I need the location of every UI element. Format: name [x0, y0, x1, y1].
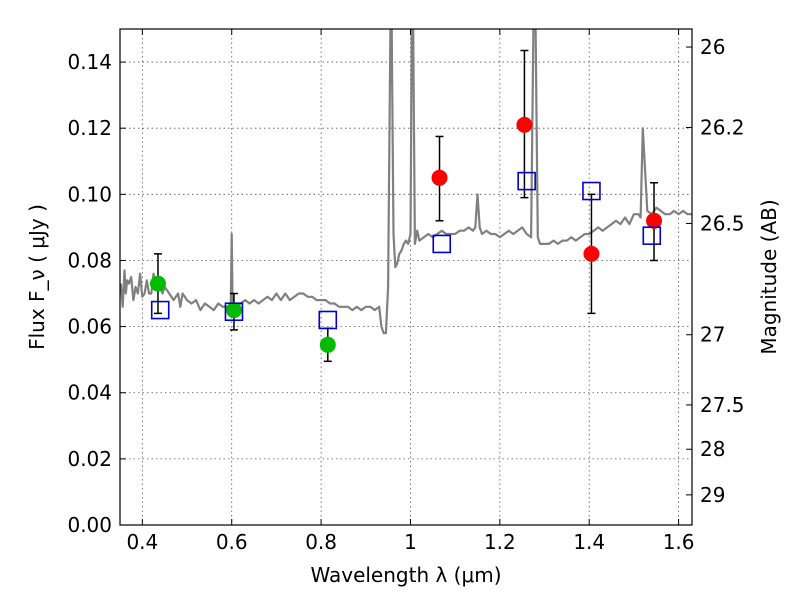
- data-point-square: [582, 181, 601, 201]
- x-axis: 0.4 0.6 0.8 1 1.2 1.4 1.6: [126, 29, 695, 554]
- y-tick-label: 0.08: [67, 248, 112, 272]
- data-point-square: [517, 171, 536, 191]
- data-point-square: [318, 310, 338, 330]
- y-axis-label: Flux F_ν ( μJy ): [25, 204, 49, 350]
- magnitude-axis: 26 26.2 26.5 27 27.5 28 29: [686, 35, 745, 507]
- y-tick-label: 0.14: [67, 50, 112, 74]
- data-point-circle: [319, 336, 336, 353]
- y-tick-label: 0.00: [67, 513, 112, 537]
- magnitude-tick-label: 29: [700, 483, 725, 507]
- data-point-circle: [225, 302, 242, 319]
- y-axis: 0.00 0.02 0.04 0.06 0.08 0.10 0.12 0.14: [67, 50, 126, 537]
- magnitude-tick-label: 28: [700, 437, 725, 461]
- y-tick-label: 0.06: [67, 315, 112, 339]
- x-tick-label: 0.6: [216, 530, 248, 554]
- magnitude-tick-label: 26.5: [700, 211, 745, 235]
- data-point-square: [224, 302, 244, 322]
- plot-frame: [119, 28, 693, 526]
- data-point-circle: [583, 245, 600, 262]
- magnitude-axis-label: Magnitude (AB): [757, 199, 781, 354]
- y-tick-label: 0.02: [67, 447, 112, 471]
- x-tick-label: 1: [404, 530, 417, 554]
- magnitude-tick-label: 26: [700, 35, 725, 59]
- data-point-square: [642, 226, 662, 245]
- magnitude-tick-label: 27.5: [700, 393, 745, 417]
- data-point-square: [150, 300, 170, 320]
- model-spectrum: [120, 29, 692, 335]
- x-tick-label: 0.8: [305, 530, 337, 554]
- x-tick-label: 1.4: [573, 530, 605, 554]
- x-tick-label: 1.2: [484, 530, 516, 554]
- magnitude-tick-label: 27: [700, 323, 725, 347]
- magnitude-tick-label: 26.2: [700, 115, 745, 139]
- model-spectrum-line: [120, 29, 692, 335]
- y-tick-label: 0.12: [67, 116, 112, 140]
- data-markers: [149, 116, 663, 353]
- x-axis-label: Wavelength λ (μm): [310, 563, 501, 587]
- data-point-circle: [149, 275, 166, 292]
- data-point-circle: [646, 212, 663, 229]
- data-point-square: [432, 234, 452, 254]
- data-point-circle: [431, 169, 448, 186]
- x-tick-label: 0.4: [126, 530, 158, 554]
- y-tick-label: 0.10: [67, 182, 112, 206]
- y-tick-label: 0.04: [67, 381, 112, 405]
- data-point-circle: [516, 116, 533, 133]
- x-tick-label: 1.6: [663, 530, 695, 554]
